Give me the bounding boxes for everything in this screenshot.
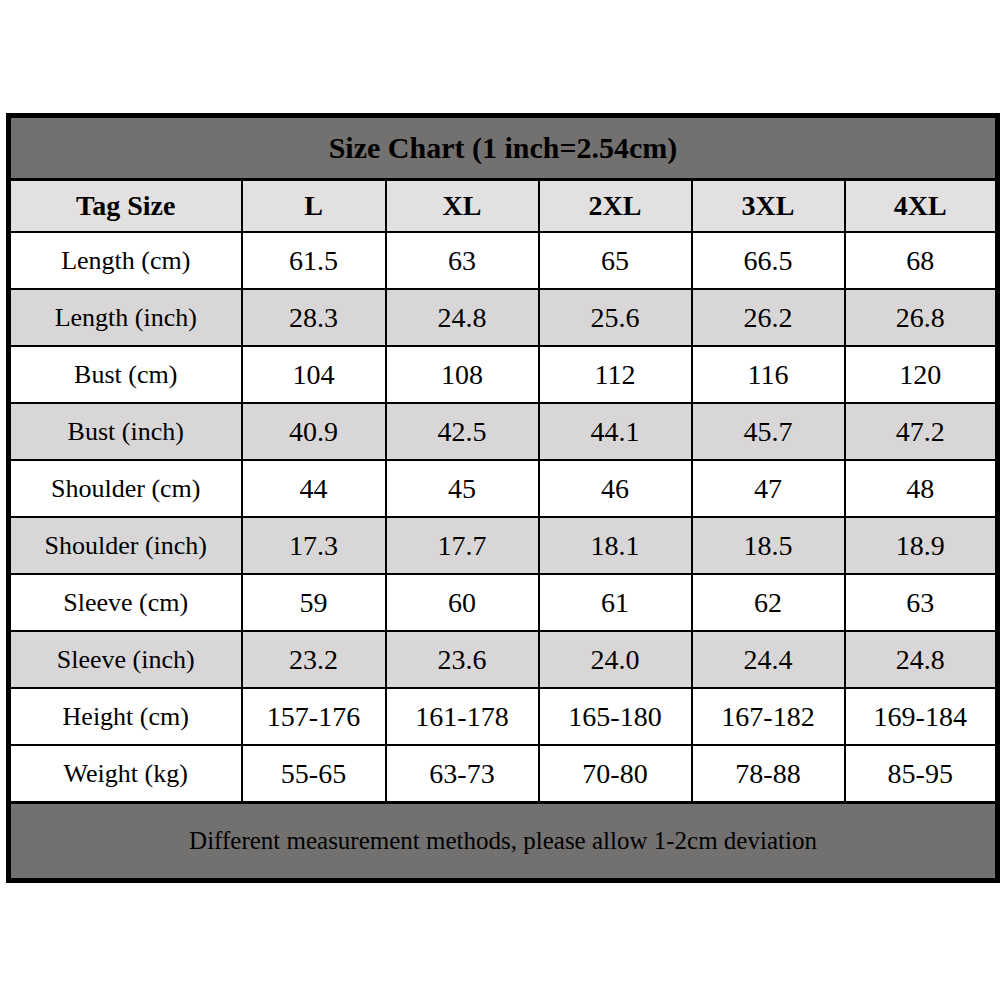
size-value: 18.9 xyxy=(845,517,998,574)
size-value: 65 xyxy=(539,232,692,289)
size-value: 165-180 xyxy=(539,688,692,745)
size-value: 45.7 xyxy=(692,403,845,460)
deviation-note: Different measurement methods, please al… xyxy=(9,803,998,881)
table-row-shoulder-cm: Shoulder (cm) 44 45 46 47 48 xyxy=(9,460,998,517)
size-value: 161-178 xyxy=(386,688,539,745)
row-label: Sleeve (cm) xyxy=(9,574,242,631)
row-label: Weight (kg) xyxy=(9,745,242,803)
size-value: 24.4 xyxy=(692,631,845,688)
row-label: Shoulder (cm) xyxy=(9,460,242,517)
column-header-xl: XL xyxy=(386,180,539,233)
size-value: 25.6 xyxy=(539,289,692,346)
column-header-3xl: 3XL xyxy=(692,180,845,233)
size-value: 116 xyxy=(692,346,845,403)
footer-row: Different measurement methods, please al… xyxy=(9,803,998,881)
size-value: 24.8 xyxy=(386,289,539,346)
size-value: 23.6 xyxy=(386,631,539,688)
size-value: 59 xyxy=(242,574,386,631)
size-value: 48 xyxy=(845,460,998,517)
size-value: 17.3 xyxy=(242,517,386,574)
size-value: 45 xyxy=(386,460,539,517)
row-label: Bust (cm) xyxy=(9,346,242,403)
size-value: 78-88 xyxy=(692,745,845,803)
size-value: 169-184 xyxy=(845,688,998,745)
table-row-length-inch: Length (inch) 28.3 24.8 25.6 26.2 26.8 xyxy=(9,289,998,346)
table-row-bust-cm: Bust (cm) 104 108 112 116 120 xyxy=(9,346,998,403)
size-value: 62 xyxy=(692,574,845,631)
column-header-2xl: 2XL xyxy=(539,180,692,233)
size-value: 44.1 xyxy=(539,403,692,460)
size-value: 17.7 xyxy=(386,517,539,574)
row-label: Height (cm) xyxy=(9,688,242,745)
size-value: 66.5 xyxy=(692,232,845,289)
column-header-row: Tag Size L XL 2XL 3XL 4XL xyxy=(9,180,998,233)
size-value: 120 xyxy=(845,346,998,403)
row-label: Length (inch) xyxy=(9,289,242,346)
size-value: 85-95 xyxy=(845,745,998,803)
size-value: 26.8 xyxy=(845,289,998,346)
size-value: 47.2 xyxy=(845,403,998,460)
size-value: 70-80 xyxy=(539,745,692,803)
size-chart-table: Size Chart (1 inch=2.54cm) Tag Size L XL… xyxy=(6,113,1000,883)
size-value: 108 xyxy=(386,346,539,403)
size-value: 18.1 xyxy=(539,517,692,574)
size-value: 61.5 xyxy=(242,232,386,289)
table-row-sleeve-inch: Sleeve (inch) 23.2 23.6 24.0 24.4 24.8 xyxy=(9,631,998,688)
row-label: Bust (inch) xyxy=(9,403,242,460)
table-row-bust-inch: Bust (inch) 40.9 42.5 44.1 45.7 47.2 xyxy=(9,403,998,460)
size-value: 167-182 xyxy=(692,688,845,745)
page-title: Size Chart (1 inch=2.54cm) xyxy=(9,116,998,180)
size-value: 24.0 xyxy=(539,631,692,688)
table-row-shoulder-inch: Shoulder (inch) 17.3 17.7 18.1 18.5 18.9 xyxy=(9,517,998,574)
row-label: Shoulder (inch) xyxy=(9,517,242,574)
table-row-length-cm: Length (cm) 61.5 63 65 66.5 68 xyxy=(9,232,998,289)
size-value: 61 xyxy=(539,574,692,631)
table-row-sleeve-cm: Sleeve (cm) 59 60 61 62 63 xyxy=(9,574,998,631)
size-value: 63 xyxy=(845,574,998,631)
column-header-l: L xyxy=(242,180,386,233)
table-row-height-cm: Height (cm) 157-176 161-178 165-180 167-… xyxy=(9,688,998,745)
size-value: 26.2 xyxy=(692,289,845,346)
size-value: 18.5 xyxy=(692,517,845,574)
size-value: 42.5 xyxy=(386,403,539,460)
table-row-weight-kg: Weight (kg) 55-65 63-73 70-80 78-88 85-9… xyxy=(9,745,998,803)
size-value: 63-73 xyxy=(386,745,539,803)
size-value: 46 xyxy=(539,460,692,517)
size-value: 112 xyxy=(539,346,692,403)
row-label: Length (cm) xyxy=(9,232,242,289)
size-value: 60 xyxy=(386,574,539,631)
size-value: 104 xyxy=(242,346,386,403)
column-header-4xl: 4XL xyxy=(845,180,998,233)
size-value: 23.2 xyxy=(242,631,386,688)
size-value: 28.3 xyxy=(242,289,386,346)
size-value: 47 xyxy=(692,460,845,517)
size-value: 63 xyxy=(386,232,539,289)
row-label: Sleeve (inch) xyxy=(9,631,242,688)
size-value: 55-65 xyxy=(242,745,386,803)
column-header-tag-size: Tag Size xyxy=(9,180,242,233)
size-value: 44 xyxy=(242,460,386,517)
title-row: Size Chart (1 inch=2.54cm) xyxy=(9,116,998,180)
size-value: 157-176 xyxy=(242,688,386,745)
size-value: 40.9 xyxy=(242,403,386,460)
size-value: 68 xyxy=(845,232,998,289)
size-value: 24.8 xyxy=(845,631,998,688)
